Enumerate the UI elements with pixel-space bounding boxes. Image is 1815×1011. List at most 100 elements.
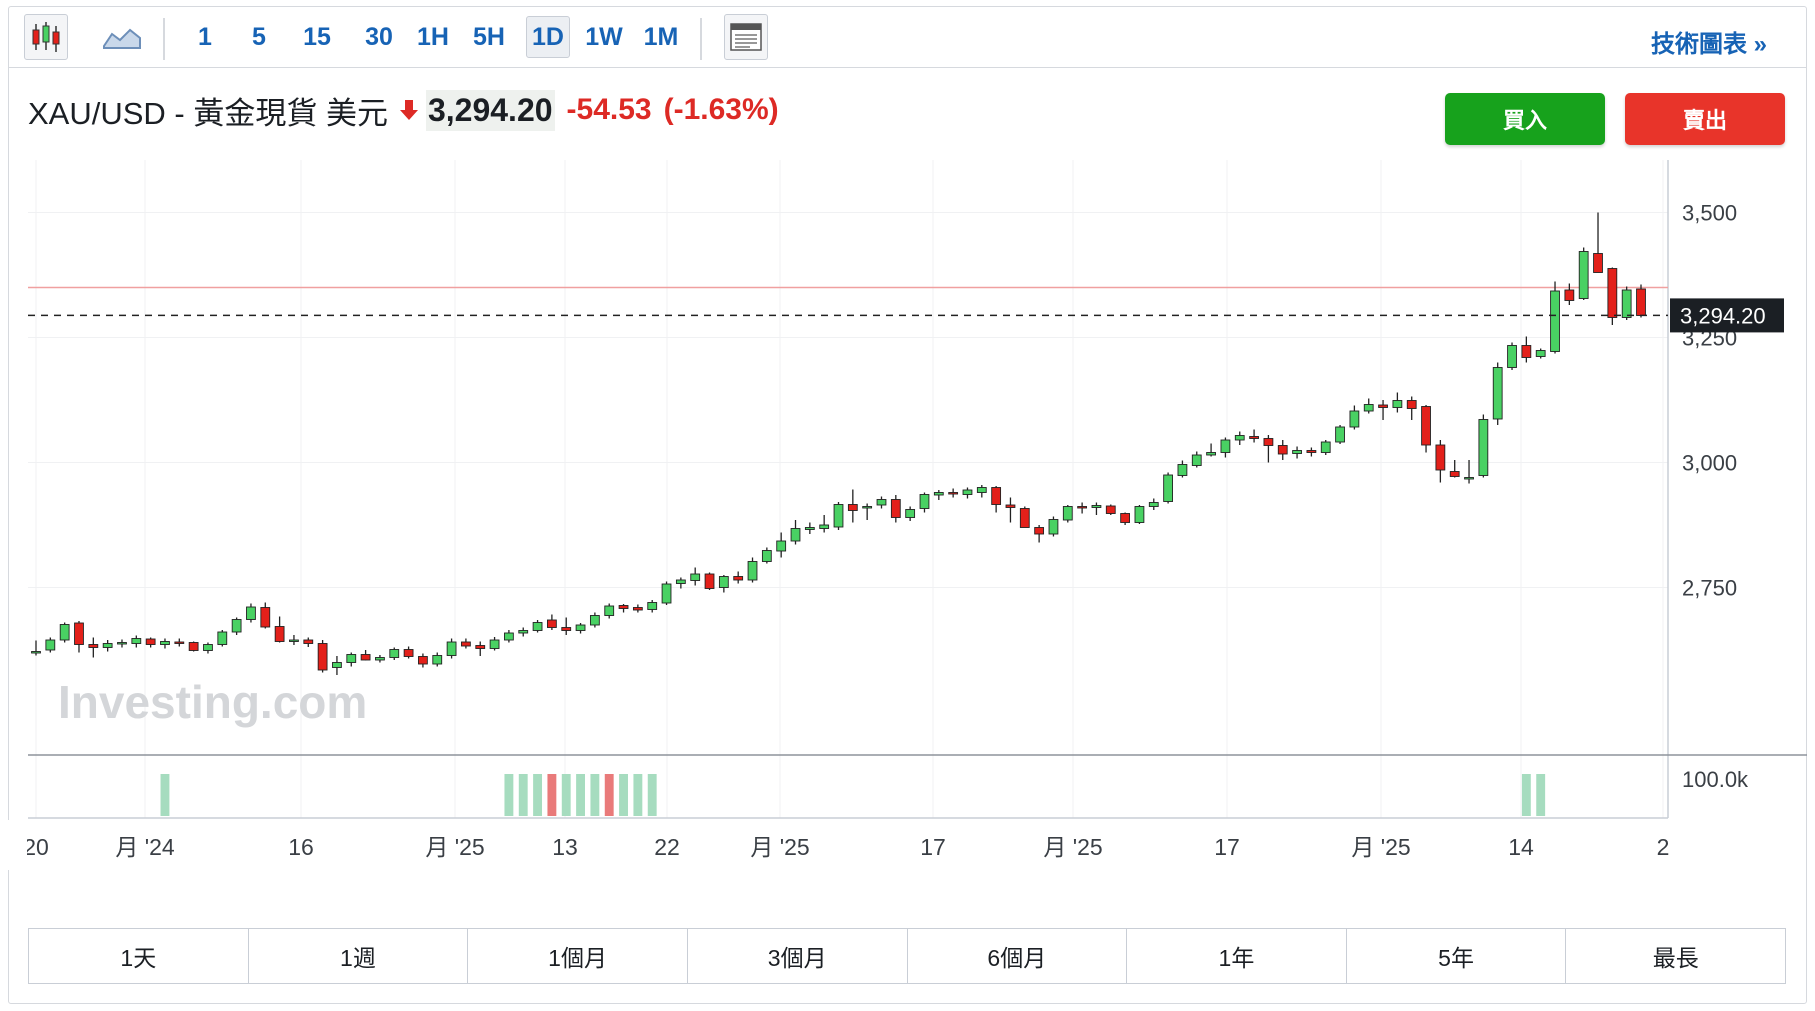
period-button-0[interactable]: 1天 [29,929,249,983]
candle-body [1550,290,1560,352]
candle-body [117,642,127,645]
candle-body [632,607,643,611]
interval-button-1d[interactable]: 1D [526,16,570,58]
last-price-tag [1670,298,1784,333]
candle-body [733,576,744,581]
candle-body [675,579,686,584]
quote-header: XAU/USD - 黃金現貨 美元 3,294.20 -54.53 (-1.63… [28,88,779,132]
candle-body [1464,477,1474,480]
candle-body [489,639,500,649]
volume-bar [590,774,600,816]
candle-body [1234,435,1245,441]
x-tick-label: 16 [288,834,314,860]
candle-body [1105,505,1116,514]
interval-button-5[interactable]: 5 [252,22,266,51]
period-button-6[interactable]: 5年 [1346,929,1567,983]
candle-body [1392,400,1403,408]
candle-body [203,644,213,651]
volume-bar [619,774,628,816]
candle-body [1378,404,1388,408]
layout-icon[interactable] [724,14,768,60]
widget-frame [8,6,1807,1004]
candle-body [346,654,357,663]
period-button-4[interactable]: 6個月 [907,929,1128,983]
price-change: -54.53 [566,93,652,126]
x-tick-label: 17 [920,834,946,860]
candle-body [761,550,772,562]
candle-body [59,624,70,641]
candle-body [1120,513,1130,523]
x-tick-label: 月 '25 [750,834,809,860]
candle-body [819,524,830,529]
period-button-1[interactable]: 1週 [248,929,469,983]
interval-button-1[interactable]: 1 [198,22,212,51]
candle-body [1535,350,1546,357]
candle-body [1607,268,1618,318]
candle-body [1306,450,1317,453]
candle-body [890,499,901,518]
y-tick-label: 2,750 [1682,576,1737,601]
candle-body [647,602,658,610]
interval-button-1w[interactable]: 1W [585,22,623,51]
candle-body [847,504,858,511]
candle-body [1249,436,1259,439]
candlestick-icon[interactable] [24,14,68,60]
period-button-2[interactable]: 1個月 [468,929,688,983]
candle-body [45,639,56,651]
volume-axis-label: 100.0k [1682,767,1749,792]
technical-chart-link[interactable]: 技術圖表 » [1650,31,1767,58]
interval-button-15[interactable]: 15 [303,22,331,51]
candle-body [403,649,414,657]
x-tick-label: 22 [654,834,680,860]
candle-body [1005,504,1016,508]
candle-body [88,644,99,648]
volume-bar [576,774,585,816]
candle-body [504,632,514,641]
y-tick-label: 3,500 [1682,201,1737,226]
price-chart[interactable]: Investing.com2,7503,0003,2503,5003,294.2… [0,0,1815,900]
interval-button-1h[interactable]: 1H [417,22,449,51]
volume-bar [533,774,543,816]
period-button-5[interactable]: 1年 [1127,929,1347,983]
axis-mask [0,820,27,870]
period-button-3[interactable]: 3個月 [687,929,908,983]
interval-button-1m[interactable]: 1M [643,22,679,51]
last-price-label: 3,294.20 [1680,303,1766,328]
candle-body [1048,519,1059,535]
interval-button-5h[interactable]: 5H [473,22,505,51]
candle-body [160,641,170,645]
volume-bar [1521,774,1531,816]
candle-body [145,638,156,645]
period-button-7[interactable]: 最長 [1566,929,1785,983]
candle-body [833,504,844,528]
candle-body [1449,471,1460,477]
candle-body [1636,288,1646,316]
x-tick-label: 20 [23,834,49,860]
candle-body [1034,527,1045,535]
candle-body [776,540,787,552]
volume-bar [518,774,528,816]
candle-body [1206,452,1216,456]
toolbar-separator [700,18,702,60]
y-tick-label: 3,000 [1682,451,1737,476]
sell-button[interactable]: 賣出 [1625,93,1785,145]
volume-bar [633,774,643,816]
candle-body [1177,464,1188,476]
candle-body [575,624,586,631]
candle-body [31,651,41,654]
candle-body [604,605,615,616]
buy-button[interactable]: 買入 [1445,93,1605,145]
candle-body [1148,502,1159,507]
candle-body [274,626,285,642]
x-tick-label: 月 '25 [1351,834,1410,860]
candle-body [948,492,959,495]
area-chart-icon[interactable] [100,14,144,60]
interval-button-30[interactable]: 30 [365,22,393,51]
candle-body [317,643,328,671]
last-price: 3,294.20 [425,89,555,131]
candle-body [174,641,185,644]
candle-body [804,527,815,530]
candle-body [1320,441,1331,453]
x-tick-label: 14 [1508,834,1534,860]
candle-body [690,573,701,581]
